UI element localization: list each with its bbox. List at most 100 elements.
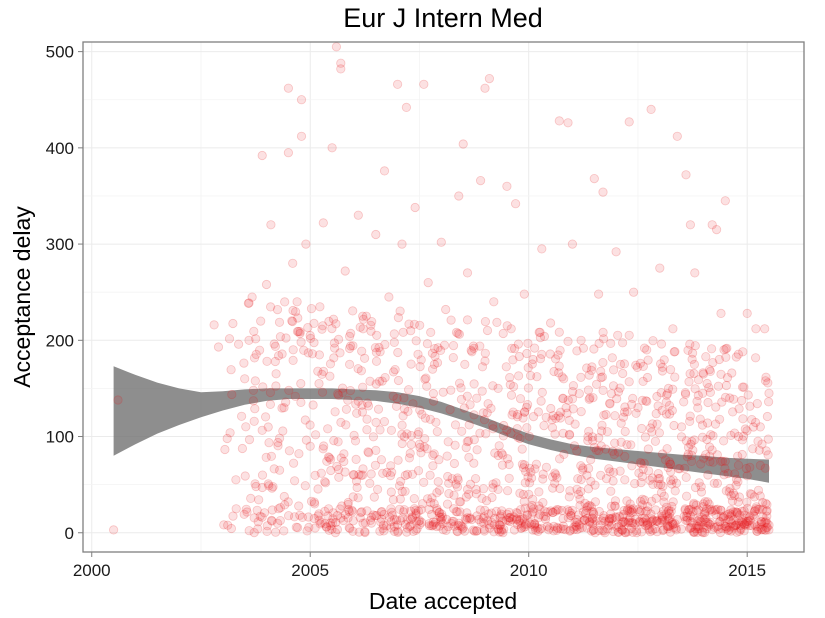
data-point	[745, 515, 755, 525]
data-point	[702, 517, 713, 528]
data-point	[227, 389, 237, 400]
data-point	[343, 499, 353, 510]
data-point	[689, 527, 699, 538]
data-point	[760, 525, 770, 535]
data-point	[295, 328, 305, 339]
data-point	[322, 456, 332, 466]
data-point	[710, 419, 721, 429]
data-point	[738, 347, 748, 357]
data-point	[347, 505, 357, 515]
data-point	[331, 517, 341, 528]
data-point	[728, 488, 739, 498]
data-point	[307, 349, 317, 359]
y-tick-label: 100	[46, 428, 74, 447]
data-point	[424, 519, 434, 529]
data-point	[414, 427, 424, 437]
data-point	[600, 516, 610, 526]
data-point	[496, 524, 506, 535]
data-point	[550, 468, 560, 478]
data-point	[367, 316, 377, 327]
data-point	[750, 353, 761, 363]
data-point	[404, 453, 414, 463]
data-point	[738, 414, 748, 424]
data-point	[646, 509, 656, 519]
data-point	[337, 501, 347, 511]
data-point	[325, 371, 335, 381]
data-point	[284, 446, 294, 456]
data-point	[642, 501, 653, 512]
data-point	[273, 351, 284, 361]
data-point	[358, 470, 368, 480]
data-point	[493, 484, 503, 494]
data-point	[558, 428, 568, 438]
data-point	[494, 441, 504, 451]
data-point	[643, 444, 653, 454]
data-point	[484, 74, 494, 84]
data-point	[705, 520, 715, 530]
data-point	[483, 509, 493, 519]
data-point	[366, 320, 376, 330]
data-point	[520, 503, 530, 513]
data-point	[244, 434, 255, 445]
data-point	[370, 343, 380, 353]
data-point	[664, 505, 674, 515]
data-point	[746, 489, 757, 499]
grid-lines	[83, 42, 804, 552]
data-point	[464, 452, 474, 462]
data-point	[406, 514, 416, 525]
data-point	[540, 506, 550, 516]
data-point	[737, 449, 747, 460]
data-point	[753, 436, 763, 446]
data-point	[576, 335, 586, 345]
data-point	[390, 364, 400, 375]
data-point	[415, 405, 425, 415]
data-point	[406, 521, 416, 531]
data-point	[379, 166, 390, 176]
data-point	[656, 388, 666, 398]
data-point	[365, 515, 376, 526]
data-point	[426, 521, 436, 531]
data-point	[272, 518, 283, 528]
data-point	[519, 289, 529, 299]
data-point	[451, 506, 461, 517]
data-point	[441, 525, 451, 536]
data-point	[688, 445, 698, 455]
data-point	[393, 312, 403, 323]
data-point	[329, 343, 340, 353]
data-point	[698, 501, 708, 512]
data-point	[301, 239, 311, 249]
data-point	[656, 339, 667, 349]
data-point	[716, 505, 726, 515]
data-point	[704, 451, 715, 461]
data-point	[756, 525, 766, 535]
data-point	[726, 511, 736, 521]
data-point	[693, 516, 703, 526]
data-point	[761, 372, 771, 382]
data-point	[482, 325, 493, 336]
data-point	[358, 314, 368, 324]
data-point	[726, 430, 736, 440]
data-point	[445, 404, 455, 415]
data-point	[686, 522, 696, 533]
data-point	[389, 522, 399, 532]
data-point	[352, 408, 362, 418]
data-point	[539, 511, 549, 522]
data-point	[706, 504, 716, 514]
data-point	[546, 403, 556, 414]
data-point	[576, 486, 586, 497]
data-point	[617, 517, 628, 527]
data-point	[502, 486, 513, 496]
data-point	[692, 396, 702, 406]
data-point	[750, 520, 760, 530]
data-point	[743, 390, 753, 400]
data-point	[570, 419, 580, 429]
data-point	[309, 318, 319, 328]
data-point	[574, 388, 584, 399]
data-point	[690, 384, 700, 394]
data-point	[488, 483, 498, 493]
data-point	[512, 409, 523, 420]
data-point	[704, 365, 715, 375]
data-point	[508, 355, 518, 365]
data-point	[540, 514, 551, 524]
data-point	[523, 363, 533, 373]
